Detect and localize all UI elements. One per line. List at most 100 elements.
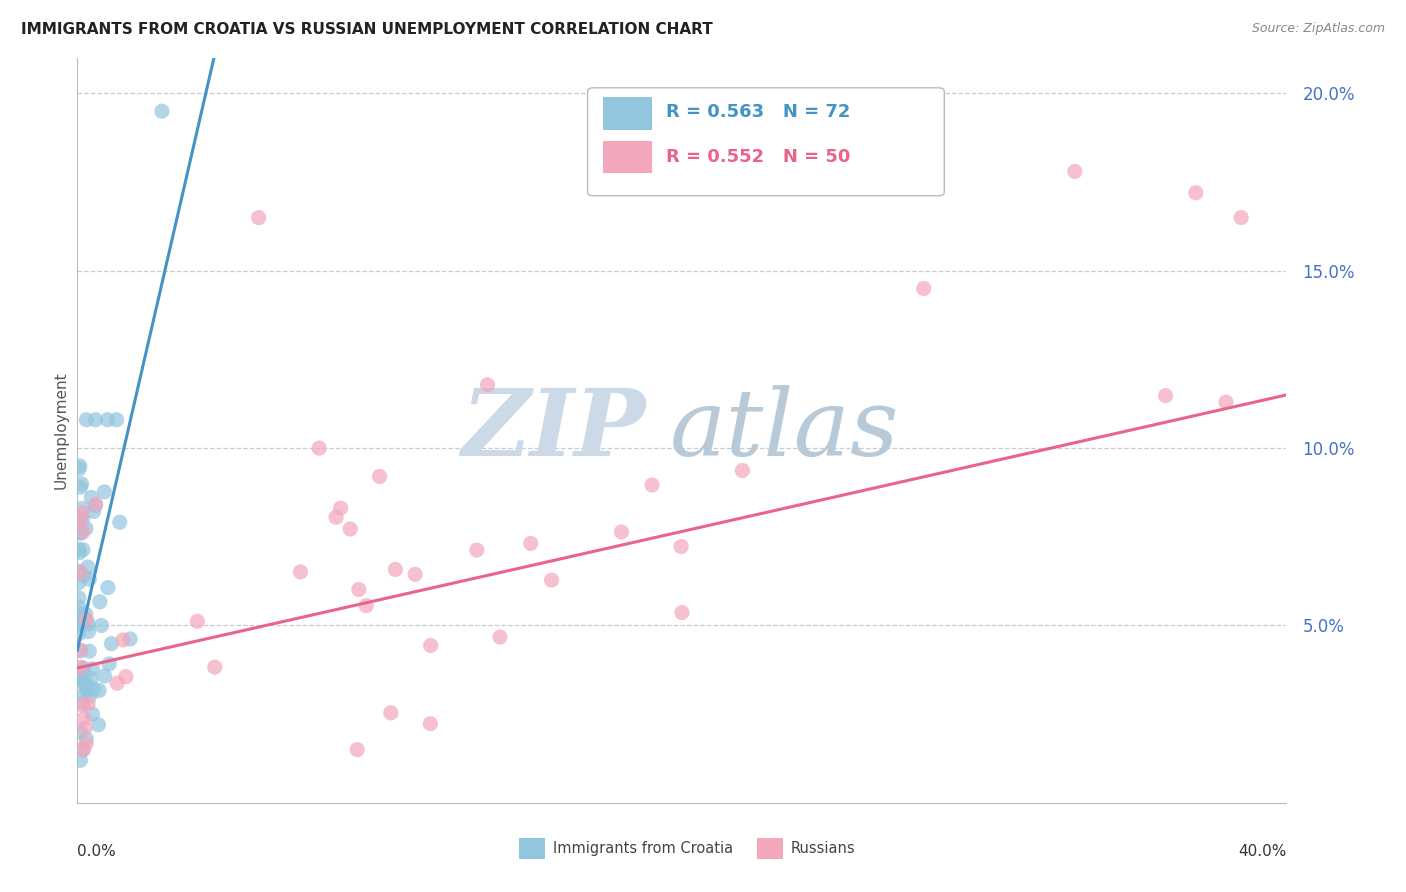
Point: [67, 511, 90, 525]
Point: [75, 721, 97, 735]
Point: [84, 413, 107, 427]
Point: [90, 618, 112, 632]
Point: [75, 607, 97, 622]
Point: [84, 499, 107, 513]
Point: [67, 564, 90, 578]
Point: [204, 660, 226, 674]
Point: [72, 501, 94, 516]
Point: [82, 662, 104, 676]
Point: [346, 742, 368, 756]
Point: [75, 679, 97, 693]
Y-axis label: Unemployment: Unemployment: [53, 372, 69, 489]
Point: [79, 572, 101, 586]
Point: [1215, 395, 1237, 409]
Point: [98, 657, 121, 671]
FancyBboxPatch shape: [588, 87, 945, 195]
Point: [72, 663, 94, 677]
Point: [69, 724, 91, 739]
Point: [1230, 211, 1253, 225]
Point: [186, 615, 208, 629]
Point: [105, 413, 128, 427]
Point: [120, 632, 142, 646]
Point: [67, 542, 90, 557]
Point: [69, 526, 91, 541]
Point: [97, 581, 120, 595]
Point: [87, 683, 110, 698]
Point: [96, 413, 118, 427]
Point: [70, 698, 93, 713]
Point: [100, 637, 122, 651]
Point: [69, 524, 91, 539]
Text: 40.0%: 40.0%: [1239, 844, 1286, 859]
Point: [77, 616, 100, 631]
Text: Russians: Russians: [790, 841, 855, 855]
Point: [347, 582, 370, 597]
Point: [67, 591, 90, 605]
Point: [73, 613, 96, 627]
Point: [73, 712, 96, 726]
Point: [1154, 389, 1177, 403]
Point: [72, 742, 94, 756]
Point: [75, 682, 97, 697]
Point: [368, 469, 391, 483]
Point: [83, 504, 105, 518]
Point: [67, 575, 90, 590]
Point: [69, 458, 91, 473]
Bar: [756, 838, 783, 859]
Text: Source: ZipAtlas.com: Source: ZipAtlas.com: [1251, 22, 1385, 36]
Point: [67, 599, 90, 614]
Point: [83, 682, 105, 697]
Text: R = 0.552   N = 50: R = 0.552 N = 50: [666, 148, 851, 166]
Point: [115, 670, 138, 684]
Point: [77, 644, 100, 658]
Point: [69, 660, 91, 674]
Bar: [519, 838, 546, 859]
Point: [93, 669, 115, 683]
Point: [80, 672, 103, 686]
Point: [339, 522, 361, 536]
Point: [356, 599, 378, 613]
Point: [489, 630, 512, 644]
Text: 0.0%: 0.0%: [77, 844, 117, 859]
Point: [912, 281, 935, 295]
Point: [84, 497, 107, 511]
Point: [77, 624, 100, 639]
Point: [108, 515, 131, 529]
Bar: [603, 97, 652, 130]
Point: [72, 697, 94, 711]
Point: [419, 639, 441, 653]
Point: [70, 476, 93, 491]
Point: [247, 211, 270, 225]
Text: R = 0.563   N = 72: R = 0.563 N = 72: [666, 103, 851, 121]
Point: [669, 540, 692, 554]
Point: [69, 665, 91, 679]
Point: [80, 491, 103, 505]
Point: [67, 546, 90, 560]
Point: [72, 511, 94, 525]
Point: [72, 661, 94, 675]
Point: [325, 510, 347, 524]
Point: [75, 615, 97, 629]
Point: [70, 506, 93, 520]
Point: [93, 484, 115, 499]
Point: [329, 501, 352, 516]
Point: [1184, 186, 1206, 200]
Text: IMMIGRANTS FROM CROATIA VS RUSSIAN UNEMPLOYMENT CORRELATION CHART: IMMIGRANTS FROM CROATIA VS RUSSIAN UNEMP…: [21, 22, 713, 37]
Point: [308, 441, 330, 455]
Text: ZIP: ZIP: [461, 385, 645, 475]
Point: [111, 632, 134, 647]
Point: [69, 673, 91, 687]
Point: [69, 643, 91, 657]
Point: [477, 377, 499, 392]
Point: [73, 688, 96, 702]
Point: [89, 595, 111, 609]
Point: [540, 573, 562, 587]
Point: [610, 524, 633, 539]
Point: [77, 697, 100, 711]
Point: [75, 521, 97, 535]
Bar: [603, 141, 652, 173]
Point: [76, 560, 98, 574]
Point: [67, 521, 90, 535]
Text: atlas: atlas: [669, 385, 900, 475]
Point: [69, 672, 91, 686]
